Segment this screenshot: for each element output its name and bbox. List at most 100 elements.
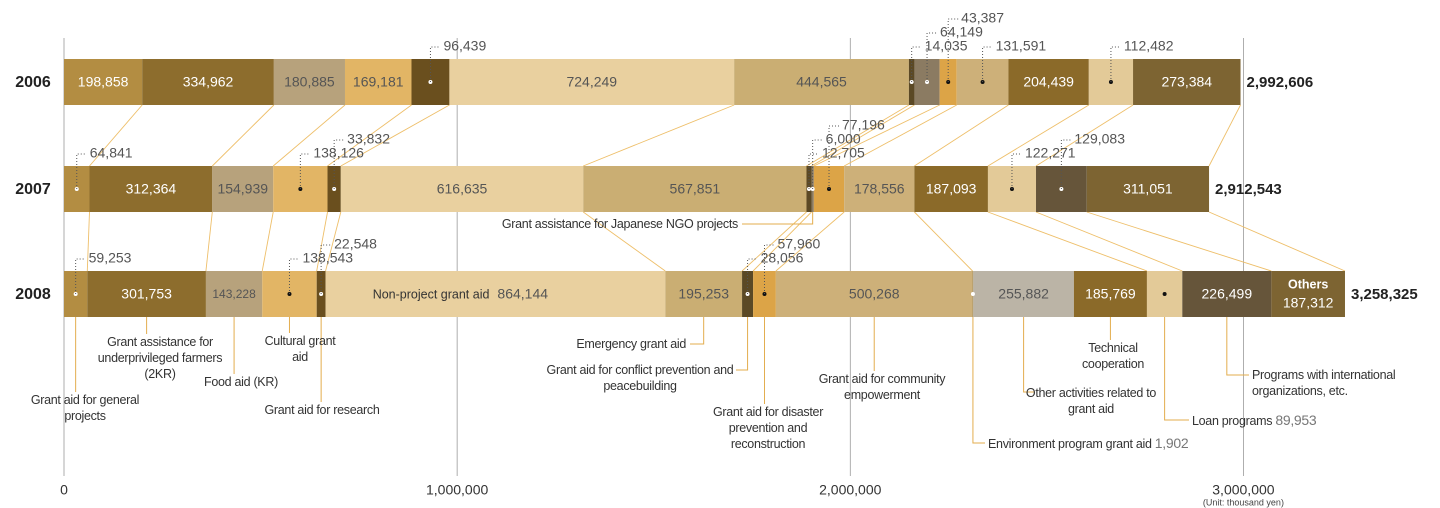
connector (316, 211, 328, 272)
value-label: 14,035 (925, 38, 968, 54)
value-label: 89,953 (1275, 412, 1317, 428)
connector (813, 104, 940, 167)
annotation-line (690, 317, 705, 345)
value-label: 567,851 (670, 181, 721, 197)
value-label: 138,126 (313, 145, 364, 161)
connector (843, 104, 957, 167)
value-label: 112,482 (1124, 38, 1174, 54)
bar-segment (583, 166, 807, 212)
series-name: Grant aid for community empowerment (818, 372, 946, 402)
bar-segment (449, 59, 735, 105)
annotation-line (1023, 317, 1034, 393)
series-name: Loan programs (1192, 414, 1273, 428)
bar-segment (89, 166, 213, 212)
bar-segment (142, 59, 274, 105)
series-name: Others (1288, 277, 1328, 291)
annotation-line (1226, 317, 1249, 376)
series-name: Grant aid for general projects (30, 393, 140, 423)
series-annotation: Loan programs 89,953 (1192, 412, 1392, 429)
total-label: 3,258,325 (1351, 286, 1418, 303)
value-label: 57,960 (777, 236, 820, 252)
bar-segment (87, 271, 206, 317)
value-label: 28,056 (761, 250, 804, 266)
connector (987, 104, 1090, 167)
value-label: 185,769 (1085, 286, 1136, 302)
series-name: Grant aid for disaster prevention and re… (712, 405, 824, 451)
connector (89, 104, 143, 167)
value-label: 138,543 (302, 250, 353, 266)
bar-segment (1133, 59, 1241, 105)
bar-segment (1271, 271, 1345, 317)
connector (752, 211, 812, 272)
leader-line (320, 244, 332, 294)
value-label: 724,249 (566, 74, 617, 90)
connector (327, 104, 412, 167)
connector (806, 104, 910, 167)
series-annotation: Environment program grant aid 1,902 (988, 435, 1208, 452)
bar-segment (914, 166, 988, 212)
annotation-line (972, 317, 985, 444)
bar-segment (775, 271, 973, 317)
bar-segment (344, 59, 412, 105)
value-label: 169,181 (353, 74, 404, 90)
series-name: Grant assistance for underprivileged far… (97, 335, 223, 381)
bar-segment (1073, 271, 1147, 317)
value-label: 255,882 (998, 286, 1049, 302)
series-annotation: Technical cooperation (1068, 340, 1158, 372)
connector (1035, 211, 1183, 272)
connector (86, 211, 90, 272)
connector (261, 211, 274, 272)
series-name: Grant aid for conflict prevention and pe… (546, 363, 734, 393)
series-annotation: Grant aid for disaster prevention and re… (706, 404, 830, 452)
connector (741, 211, 807, 272)
leader-line (1060, 139, 1072, 189)
series-annotation: Grant aid for community empowerment (800, 371, 964, 403)
value-label: 77,196 (842, 117, 885, 133)
bar-segment (340, 166, 584, 212)
x-tick-label: 1,000,000 (426, 482, 488, 498)
connector (340, 104, 450, 167)
bar-segment (1008, 59, 1089, 105)
value-label: 198,858 (78, 74, 129, 90)
bar-segment (844, 166, 915, 212)
connector (775, 211, 845, 272)
bar-segment (1086, 166, 1210, 212)
series-annotation: Grant aid for conflict prevention and pe… (540, 362, 740, 394)
dot (1162, 292, 1167, 296)
labels: 0 1,000,000 2,000,000 3,000,000(Unit: thous… (15, 10, 1418, 508)
leader-line (947, 18, 959, 82)
connector (1086, 211, 1272, 272)
value-label: 64,841 (90, 145, 133, 161)
grid (63, 38, 1244, 476)
value-label: 12,705 (822, 145, 865, 161)
connectors (86, 104, 1346, 272)
connector (205, 211, 213, 272)
series-name: Programs with international organization… (1252, 368, 1396, 398)
bar-segment (273, 59, 345, 105)
value-label: 187,093 (926, 181, 977, 197)
value-label: 178,556 (854, 181, 905, 197)
series-annotation: Programs with international organization… (1252, 367, 1427, 399)
series-name: Non-project grant aid (373, 287, 490, 301)
series-annotation: Grant assistance for underprivileged far… (95, 334, 225, 382)
bar-segment (205, 271, 263, 317)
total-label: 2,912,543 (1215, 181, 1282, 198)
series-name: Other activities related to grant aid (1025, 386, 1157, 416)
connector (583, 104, 735, 167)
series-name: Emergency grant aid (576, 337, 686, 351)
connector (1208, 211, 1346, 272)
unit-note: (Unit: thousand yen) (1203, 497, 1284, 507)
series-name: Grant aid for research (264, 403, 380, 417)
value-label: 864,144 (497, 286, 548, 302)
connector (211, 104, 275, 167)
value-label: 187,312 (1283, 295, 1334, 311)
connector (1208, 104, 1241, 167)
value-label: 273,384 (1161, 74, 1212, 90)
series-name: Food aid (KR) (204, 375, 278, 389)
value-label: 444,565 (796, 74, 847, 90)
series-name: Grant assistance for Japanese NGO projec… (501, 217, 738, 231)
value-label: 204,439 (1023, 74, 1074, 90)
series-annotation: Cultural grant aid (262, 333, 338, 365)
